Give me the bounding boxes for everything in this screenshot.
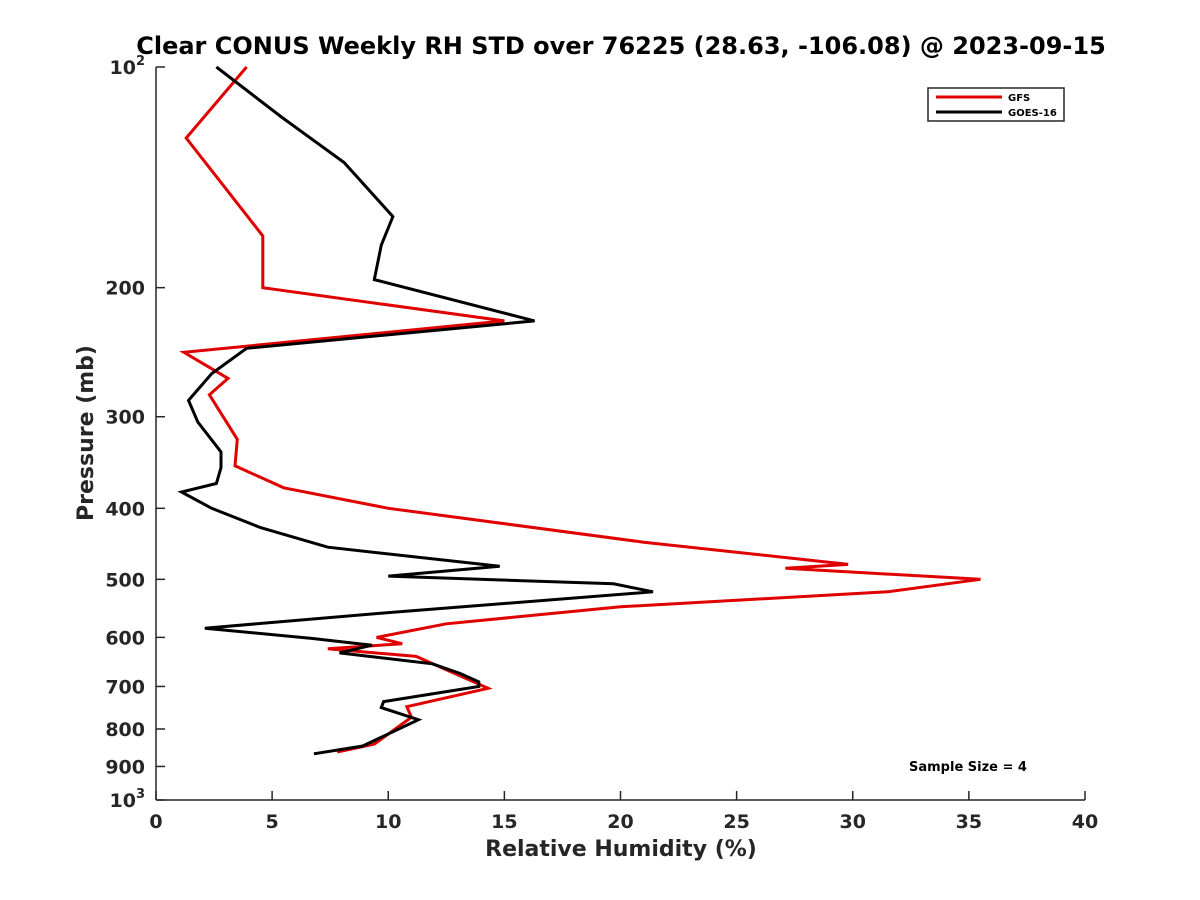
x-tick-label: 20 (607, 811, 633, 833)
x-tick-label: 25 (723, 811, 749, 833)
legend: GFS GOES-16 (927, 87, 1065, 122)
x-tick-label: 0 (149, 811, 162, 833)
y-tick-label: 400 (105, 498, 145, 520)
y-tick-label: 700 (105, 676, 145, 698)
legend-box (927, 87, 1065, 122)
x-tick-label: 35 (956, 811, 982, 833)
axes: 0 5 10 15 20 25 30 35 40102200300400500600700800… (105, 54, 1098, 833)
y-tick-label: 600 (105, 627, 145, 649)
y-tick-label: 500 (105, 569, 145, 591)
y-tick-label: 200 (105, 278, 145, 300)
series-layer (177, 65, 981, 756)
series-line-gfs (179, 66, 981, 754)
y-tick-exponent: 3 (136, 787, 145, 802)
y-tick-label: 800 (105, 719, 145, 741)
y-tick-label: 900 (105, 756, 145, 778)
chart-title: Clear CONUS Weekly RH STD over 76225 (28… (136, 32, 1106, 60)
x-tick-label: 15 (491, 811, 517, 833)
series-line-goes-16 (177, 65, 654, 756)
x-tick-label: 10 (375, 811, 401, 833)
legend-label: GFS (1008, 93, 1030, 104)
x-axis-label: Relative Humidity (%) (485, 837, 757, 862)
y-axis-label: Pressure (mb) (74, 345, 99, 521)
x-tick-label: 5 (266, 811, 279, 833)
x-tick-label: 30 (840, 811, 866, 833)
sample-size-annotation: Sample Size = 4 (909, 760, 1027, 775)
x-tick-label: 40 (1072, 811, 1098, 833)
y-tick-exponent: 2 (136, 54, 145, 69)
legend-label: GOES-16 (1008, 108, 1057, 119)
y-tick-label: 300 (105, 407, 145, 429)
